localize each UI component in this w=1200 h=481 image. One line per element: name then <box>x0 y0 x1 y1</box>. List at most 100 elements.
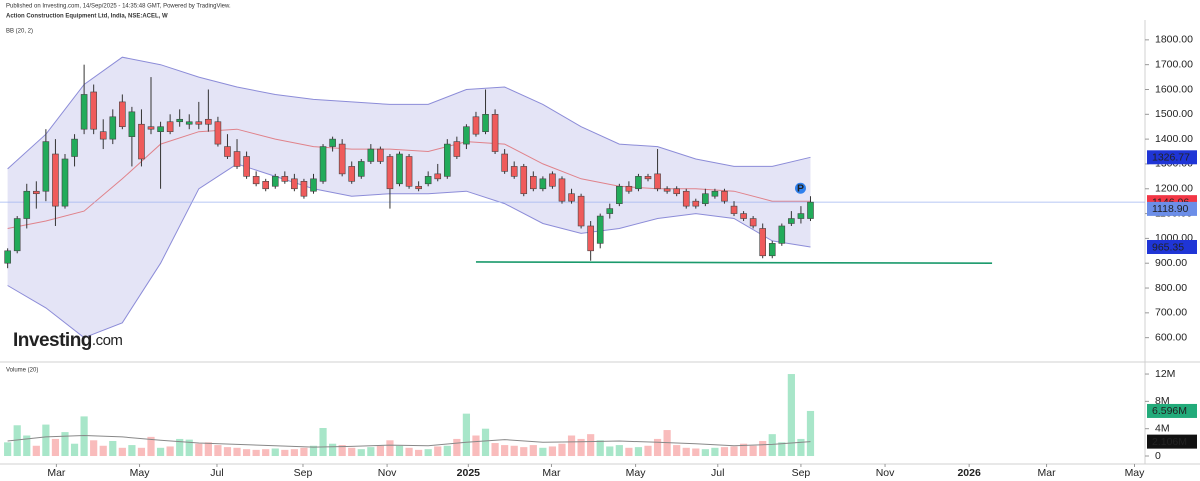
volume-bar <box>787 374 795 457</box>
candle-body <box>692 200 700 207</box>
candle-body <box>243 156 250 177</box>
candle-body <box>596 215 604 244</box>
logo-name: Investing <box>13 330 92 351</box>
candle-body <box>501 153 508 172</box>
candle-body <box>185 121 193 125</box>
x-tick-label: Nov <box>876 467 895 479</box>
volume-bar <box>682 447 690 457</box>
volume-bar <box>166 446 174 457</box>
volume-bar <box>281 449 289 457</box>
candle-body <box>291 178 298 190</box>
volume-bar <box>300 447 308 457</box>
volume-bar <box>501 445 509 457</box>
volume-bar <box>195 443 203 457</box>
volume-bar <box>42 424 50 457</box>
volume-bar <box>204 442 212 457</box>
volume-bar <box>51 438 60 457</box>
candle-body <box>138 123 145 160</box>
volume-bar <box>673 445 681 457</box>
candle-body <box>711 190 719 197</box>
candle-body <box>434 173 442 180</box>
candle-body <box>166 121 174 132</box>
y-tick-label: 800.00 <box>1155 282 1187 294</box>
volume-bar <box>768 434 776 457</box>
candle-body <box>520 166 528 195</box>
candle-body <box>90 91 97 130</box>
volume-bar <box>520 447 528 457</box>
volume-bar <box>348 447 356 457</box>
x-tick-label: Jul <box>210 467 223 479</box>
volume-bar <box>462 413 471 457</box>
candle-body <box>71 138 78 157</box>
candle-body <box>319 146 327 182</box>
candle-body <box>424 176 432 185</box>
candle-body <box>472 116 480 135</box>
candle-body <box>396 153 403 185</box>
candle-body <box>415 185 422 190</box>
candle-body <box>788 218 795 224</box>
candle-body <box>300 181 308 197</box>
y-tick-label: 600.00 <box>1155 331 1187 343</box>
volume-bar <box>176 438 184 457</box>
candle-body <box>33 190 40 195</box>
candle-body <box>281 176 289 182</box>
published-note: Published on Investing.com, 14/Sep/2025 … <box>6 4 231 10</box>
x-tick-label: 2026 <box>957 467 981 479</box>
volume-bar <box>443 445 451 457</box>
volume-bar <box>61 432 69 457</box>
candle-body <box>224 146 231 157</box>
volume-bar <box>720 447 729 457</box>
volume-bar <box>23 435 31 457</box>
volume-bar <box>749 445 757 457</box>
candle-body <box>453 141 461 157</box>
volume-bar <box>653 438 662 457</box>
volume-bar <box>405 447 413 457</box>
candle-body <box>797 213 805 219</box>
volume-bar <box>290 449 298 457</box>
volume-bar <box>625 447 633 457</box>
candle-body <box>625 185 633 192</box>
y-tick-label: 0 <box>1155 450 1161 462</box>
candle-body <box>195 121 203 125</box>
logo: Investing.com <box>13 330 122 351</box>
candle-body <box>443 143 451 177</box>
candle-body <box>61 158 69 207</box>
volume-bar <box>539 447 547 457</box>
candle-body <box>205 118 212 125</box>
volume-ma <box>7 434 811 448</box>
candle-body <box>749 218 757 227</box>
price-label: 1326.77 <box>1152 152 1190 164</box>
candle-body <box>157 126 164 132</box>
volume-bar <box>233 447 241 457</box>
price-label-box <box>1147 434 1197 449</box>
x-tick-label: Mar <box>1038 467 1057 479</box>
candle-body <box>673 188 680 195</box>
candle-body <box>778 225 786 244</box>
y-tick-label: 1400.00 <box>1155 133 1193 145</box>
volume-bar <box>634 447 643 457</box>
x-tick-label: May <box>1125 467 1146 479</box>
candle-body <box>644 176 652 180</box>
candle-body <box>80 94 88 130</box>
volume-bar <box>128 445 136 457</box>
x-tick-label: Sep <box>294 467 313 479</box>
y-tick-label: 700.00 <box>1155 307 1187 319</box>
volume-bar <box>529 445 537 457</box>
volume-bar <box>252 449 260 457</box>
candle-body <box>99 131 107 140</box>
y-tick-label: 1200.00 <box>1155 183 1193 195</box>
candle-body <box>176 118 183 123</box>
candle-body <box>405 156 413 187</box>
volume-bar <box>338 445 346 457</box>
volume-bar <box>434 446 442 457</box>
marker-icon <box>794 182 806 194</box>
candle-body <box>214 121 222 145</box>
y-tick-label: 1500.00 <box>1155 108 1193 120</box>
volume-bar <box>759 440 767 457</box>
volume-bar <box>118 447 126 457</box>
price-label-box <box>1147 239 1197 254</box>
candle-body <box>23 190 31 219</box>
band-lower <box>7 163 811 339</box>
